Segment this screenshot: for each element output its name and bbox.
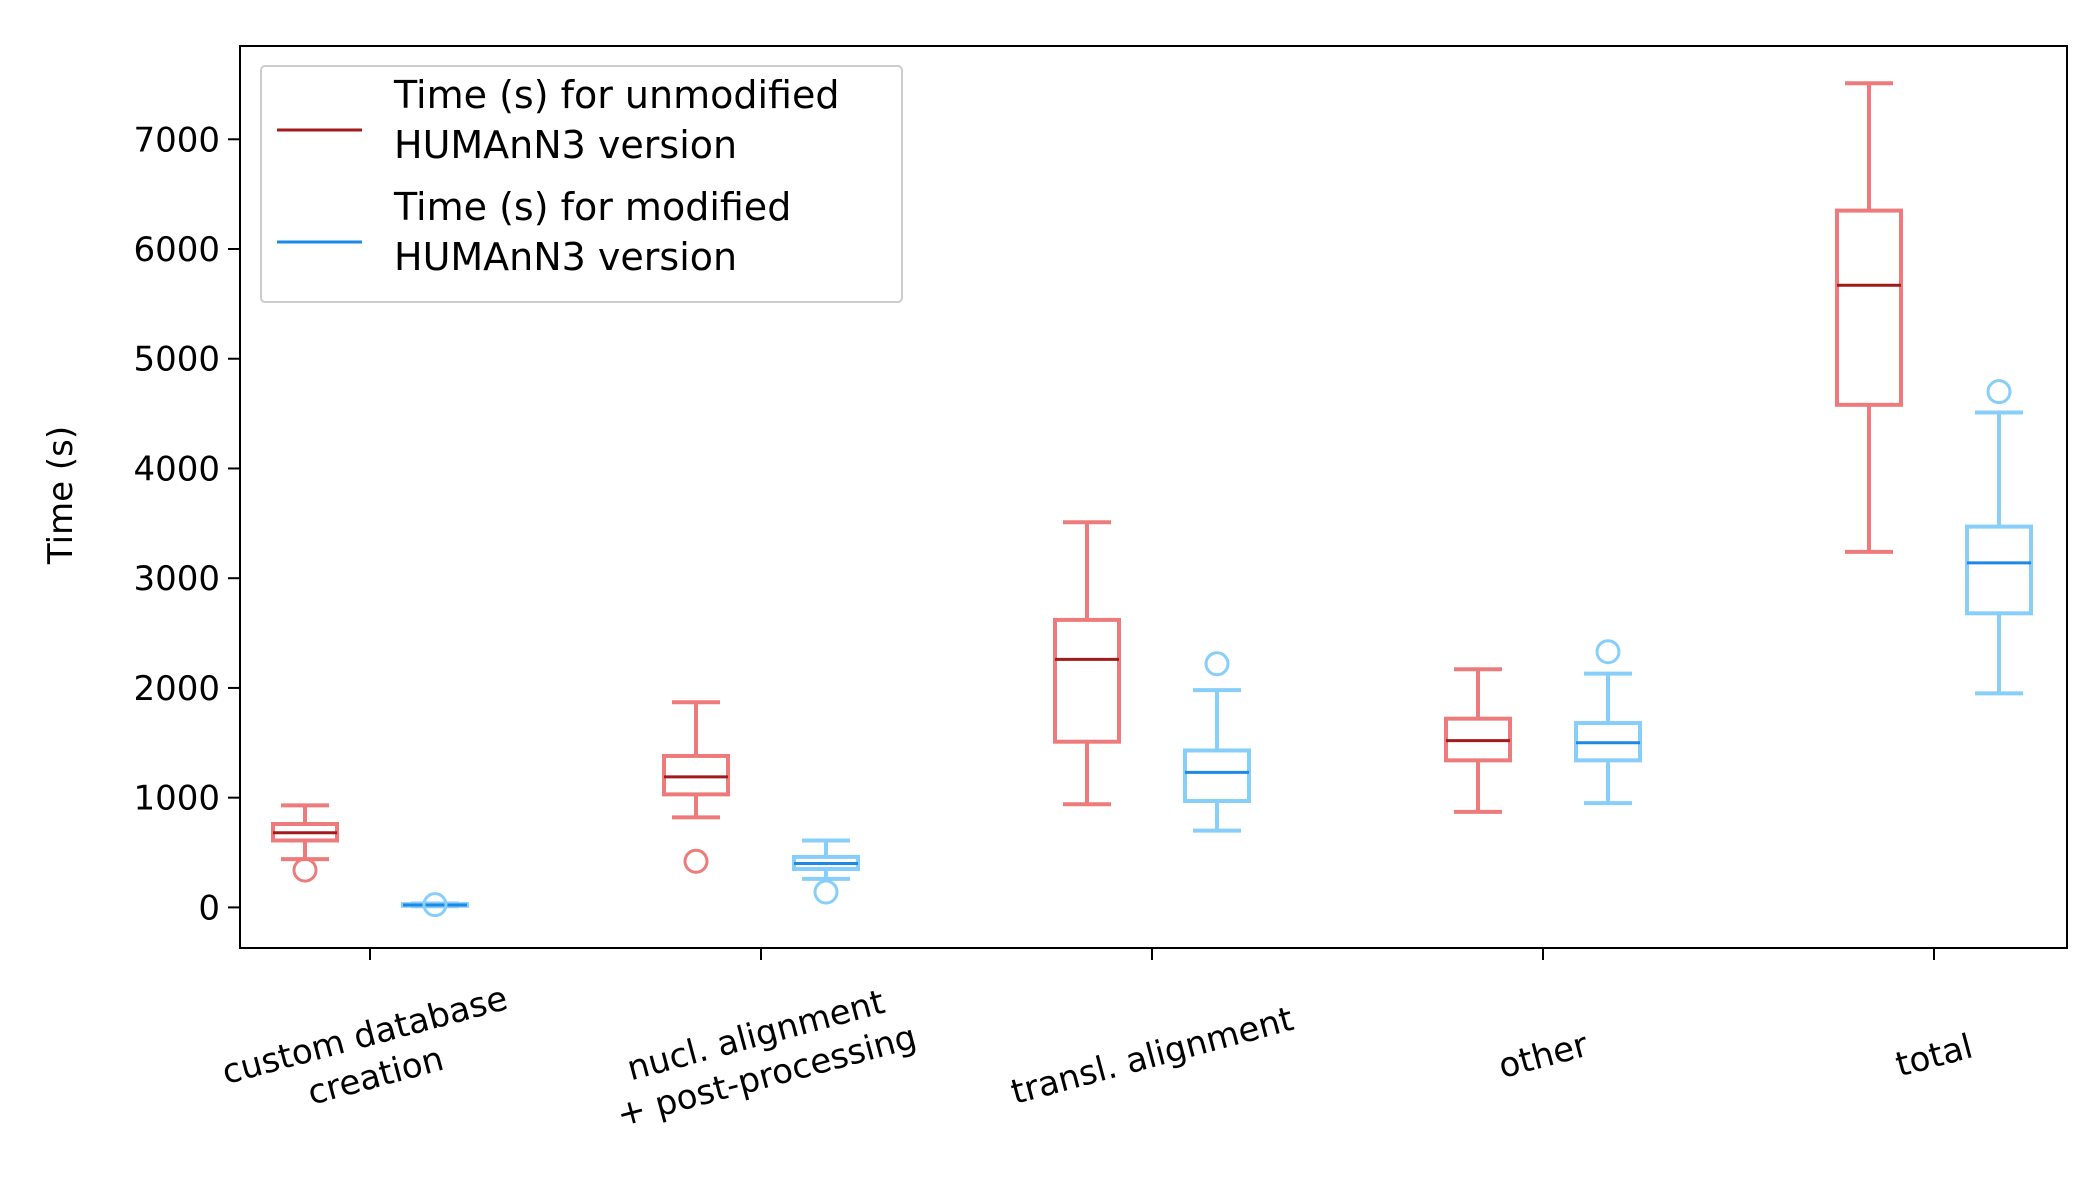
y-tick-label: 1000 bbox=[133, 779, 220, 819]
outlier-point bbox=[813, 879, 839, 905]
legend: Time (s) for unmodified HUMAnN3 version Ti… bbox=[260, 65, 903, 303]
box-group bbox=[1965, 379, 2033, 696]
y-axis-label: Time (s) bbox=[41, 426, 81, 565]
x-tick-label-group: nucl. alignment+ post-processing bbox=[613, 982, 921, 1135]
x-tick-label: transl. alignment bbox=[1007, 999, 1298, 1113]
box-group bbox=[401, 892, 469, 918]
y-tick-label: 6000 bbox=[133, 230, 220, 270]
box-group bbox=[1444, 667, 1512, 814]
outlier-point bbox=[292, 857, 318, 883]
box bbox=[662, 753, 730, 797]
legend-label: Time (s) for unmodified bbox=[393, 73, 839, 117]
box-group bbox=[1053, 520, 1121, 807]
plot-area bbox=[271, 81, 2033, 918]
axes-frame bbox=[239, 45, 2068, 949]
legend-label: HUMAnN3 version bbox=[394, 123, 737, 167]
y-tick-label: 0 bbox=[198, 888, 220, 928]
y-tick-label: 5000 bbox=[133, 340, 220, 380]
legend-frame bbox=[260, 65, 903, 303]
legend-label: HUMAnN3 version bbox=[394, 235, 737, 279]
legend-label: Time (s) for modified bbox=[393, 185, 791, 229]
outlier-point bbox=[683, 848, 709, 874]
box-group bbox=[792, 838, 860, 905]
y-tick-label: 2000 bbox=[133, 669, 220, 709]
y-tick-label: 3000 bbox=[133, 559, 220, 599]
outlier-point bbox=[1204, 651, 1230, 677]
box-group bbox=[1835, 81, 1903, 554]
x-tick-label-group: transl. alignment bbox=[1007, 999, 1298, 1113]
y-tick-label: 4000 bbox=[133, 449, 220, 489]
box bbox=[1053, 617, 1121, 744]
x-tick-label: other bbox=[1494, 1025, 1592, 1087]
x-tick-label-group: other bbox=[1494, 1025, 1592, 1087]
outlier-point bbox=[422, 892, 448, 918]
outlier-point bbox=[1986, 379, 2012, 405]
box-group bbox=[1183, 651, 1251, 833]
y-tick-label: 7000 bbox=[133, 120, 220, 160]
x-tick-label-group: total bbox=[1892, 1027, 1977, 1086]
outlier-point bbox=[1595, 639, 1621, 665]
box bbox=[1183, 748, 1251, 803]
box bbox=[1965, 524, 2033, 616]
box-group bbox=[662, 700, 730, 874]
box bbox=[1835, 208, 1903, 407]
box-group bbox=[271, 803, 339, 883]
y-axis: 0 1000 2000 3000 4000 5000 6000 7000 bbox=[133, 120, 240, 928]
box-group bbox=[1574, 639, 1642, 806]
x-tick-label: total bbox=[1892, 1027, 1977, 1086]
